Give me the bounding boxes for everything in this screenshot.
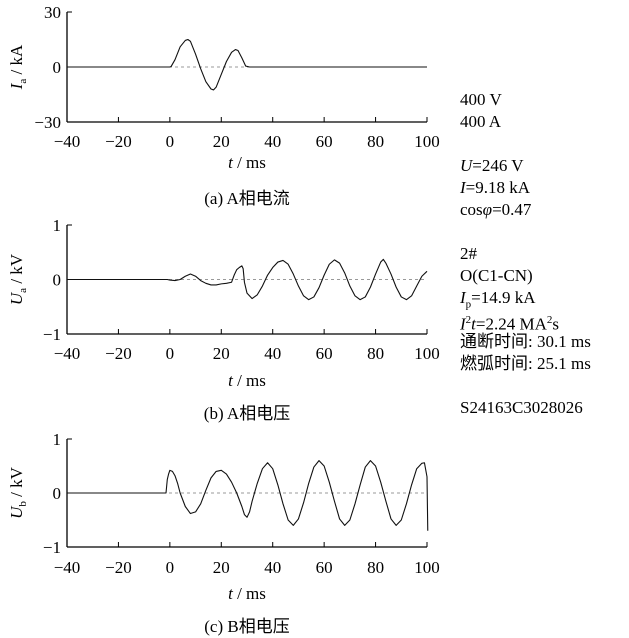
panel-caption: (a) A相电流	[204, 189, 289, 208]
x-tick-label: 80	[367, 344, 384, 363]
x-tick-label: −40	[54, 344, 81, 363]
x-tick-label: 100	[414, 558, 440, 577]
sample-number: 2#	[460, 244, 477, 263]
y-tick-label: −1	[43, 325, 61, 344]
waveform-series	[67, 258, 428, 301]
chart-panel-1: −40 −20 0 20 40 60 80 100 −30 0 30 Ia / kA t / ms (a)…	[7, 3, 440, 208]
y-tick-label: 1	[53, 216, 62, 235]
y-tick-label: −30	[34, 113, 61, 132]
x-tick-label: 0	[166, 132, 175, 151]
x-tick-label: −40	[54, 132, 81, 151]
waveform-series	[67, 38, 427, 91]
x-tick-label: 40	[264, 344, 281, 363]
y-tick-label: 0	[53, 484, 62, 503]
x-tick-label: 60	[316, 344, 333, 363]
x-tick-label: 40	[264, 132, 281, 151]
power-factor: cosφ=0.47	[460, 200, 532, 219]
x-axis-label: t / ms	[228, 371, 266, 390]
x-tick-label: −20	[105, 558, 132, 577]
y-tick-label: 0	[53, 271, 62, 290]
x-tick-label: 60	[316, 132, 333, 151]
y-tick-label: 30	[44, 3, 61, 22]
x-tick-label: 20	[213, 558, 230, 577]
x-tick-label: 80	[367, 558, 384, 577]
x-tick-label: −40	[54, 558, 81, 577]
chart-panel-3: −40 −20 0 20 40 60 80 100 −1 0 1 Ub / kV t / ms (c) B…	[7, 430, 440, 636]
break-time: 通断时间: 30.1 ms	[460, 332, 591, 351]
joule-integral: I2t=2.24 MA2s	[460, 314, 560, 334]
y-axis-label: Ub / kV	[7, 466, 29, 519]
x-tick-label: 60	[316, 558, 333, 577]
chart-panel-2: −40 −20 0 20 40 60 80 100 −1 0 1 Ua / kV t / ms (b) A…	[7, 216, 440, 423]
test-code: S24163C3028026	[460, 398, 583, 417]
y-axis-label: Ua / kV	[7, 253, 29, 305]
y-axis-label: Ia / kA	[7, 44, 29, 90]
test-voltage: U=246 V	[460, 156, 524, 175]
y-tick-label: 1	[53, 430, 62, 449]
x-tick-label: 20	[213, 344, 230, 363]
operation-sequence: O(C1-CN)	[460, 266, 533, 285]
peak-current: Ip=14.9 kA	[460, 288, 536, 311]
rated-voltage: 400 V	[460, 90, 502, 109]
x-tick-label: 80	[367, 132, 384, 151]
panel-caption: (b) A相电压	[204, 404, 290, 423]
x-tick-label: −20	[105, 132, 132, 151]
x-tick-label: 100	[414, 344, 440, 363]
waveform-series	[67, 460, 429, 531]
x-tick-label: 0	[166, 558, 175, 577]
rated-current: 400 A	[460, 112, 502, 131]
arc-time: 燃弧时间: 25.1 ms	[460, 354, 591, 373]
test-current: I=9.18 kA	[460, 178, 531, 197]
y-tick-label: −1	[43, 538, 61, 557]
test-parameters: 400 V 400 A U=246 V I=9.18 kA cosφ=0.47 …	[460, 89, 591, 419]
x-axis-label: t / ms	[228, 584, 266, 603]
x-tick-label: 20	[213, 132, 230, 151]
x-tick-label: −20	[105, 344, 132, 363]
panel-caption: (c) B相电压	[204, 617, 289, 636]
x-tick-label: 100	[414, 132, 440, 151]
x-tick-label: 40	[264, 558, 281, 577]
x-axis-label: t / ms	[228, 153, 266, 172]
x-tick-label: 0	[166, 344, 175, 363]
y-tick-label: 0	[53, 58, 62, 77]
